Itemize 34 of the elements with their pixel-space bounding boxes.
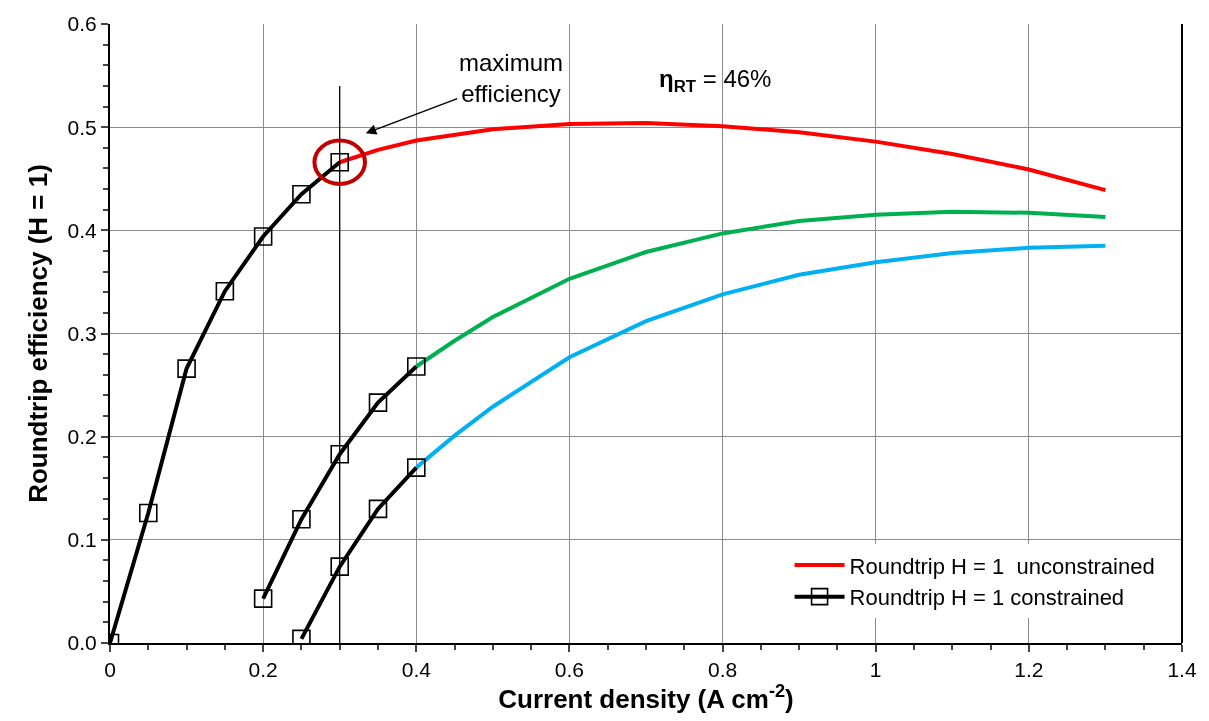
point <box>253 227 273 246</box>
point <box>330 444 350 464</box>
y-tick-label: 0.1 <box>67 528 97 552</box>
y-tick-label: 0.0 <box>67 631 97 655</box>
legend-label: Roundtrip H = 1 constrained <box>849 585 1125 611</box>
y-axis-title: Roundtrip efficiency (H = 1) <box>23 164 54 503</box>
x-tick-label: 0 <box>104 658 116 682</box>
point <box>368 393 388 412</box>
point <box>215 281 235 301</box>
x-axis-title: Current density (A cm$^{-2}$) <box>498 681 794 715</box>
x-tick-label: 1.2 <box>1014 658 1044 682</box>
y-tick-label: 0.5 <box>67 115 97 139</box>
point <box>406 357 426 376</box>
y-tick-label: 0.4 <box>67 218 98 242</box>
x-tick-label: 0.4 <box>401 658 432 682</box>
point <box>406 458 426 477</box>
y-tick-label: 0.2 <box>67 425 97 449</box>
y-tick-label: 0.6 <box>67 12 97 36</box>
point <box>292 184 311 204</box>
point <box>330 557 350 576</box>
y-tick-label: 0.3 <box>67 321 97 345</box>
legend-label: Roundtrip H = 1 unconstrained <box>849 553 1155 579</box>
point <box>177 359 196 378</box>
point <box>138 503 158 523</box>
point <box>368 499 388 519</box>
x-tick-label: 1 <box>869 658 882 682</box>
annotation: maximum efficiency <box>459 49 564 108</box>
x-tick-label: 0.8 <box>707 658 738 682</box>
point <box>253 589 273 608</box>
point <box>292 509 311 529</box>
x-tick-label: 1.4 <box>1167 658 1197 682</box>
annotation: η$_{RT}$ = 46% <box>659 65 772 97</box>
x-tick-label: 0.2 <box>248 658 278 682</box>
x-tick-label: 0.6 <box>554 658 585 682</box>
